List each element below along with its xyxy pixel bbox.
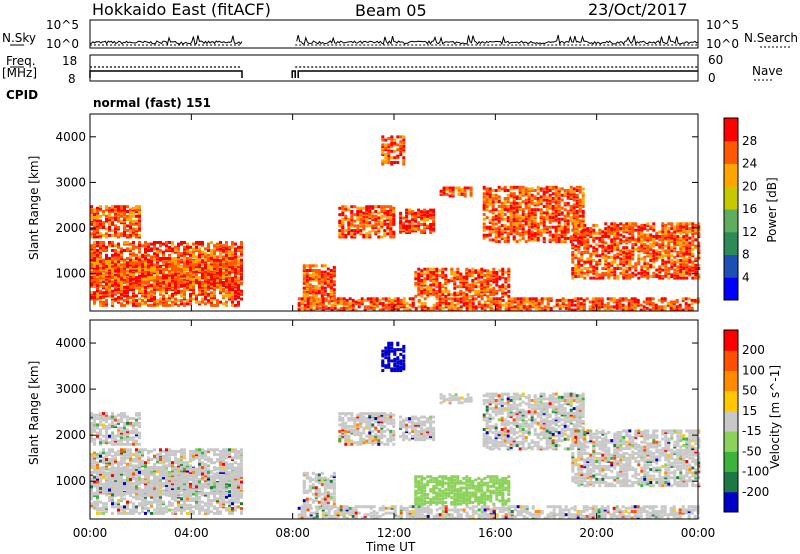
freq-label-2: [MHz] <box>2 66 38 80</box>
x-tick-label: 20:00 <box>579 526 614 540</box>
colorbar-segment <box>724 118 738 142</box>
colorbar-tick-label: -50 <box>742 444 762 458</box>
y-tick-label: 1000 <box>55 267 86 281</box>
y-tick-label: 3000 <box>55 382 86 396</box>
colorbar-tick-label: 15 <box>742 404 757 418</box>
colorbar-tick-label: 4 <box>742 270 750 284</box>
colorbar-segment <box>724 277 738 301</box>
y-tick-label: 2000 <box>55 428 86 442</box>
x-tick-label: 12:00 <box>377 526 412 540</box>
y-tick-label: 3000 <box>55 175 86 189</box>
colorbar-tick-label: 50 <box>742 384 757 398</box>
colorbar-segment <box>724 163 738 187</box>
colorbar-segment <box>724 254 738 278</box>
nsearch-tick-bottom: 10^0 <box>706 37 739 51</box>
colorbar-tick-label: 100 <box>742 363 765 377</box>
colorbar-segment <box>724 471 738 493</box>
freq-panel <box>89 54 699 82</box>
colorbar-segment <box>724 140 738 164</box>
colorbar-tick-label: -15 <box>742 424 762 438</box>
x-tick-label: 08:00 <box>275 526 310 540</box>
colorbar-tick-label: 8 <box>742 248 750 262</box>
colorbar-segment <box>724 390 738 412</box>
nave-label: Nave <box>752 64 783 78</box>
freq-label-1: Freq. <box>6 54 36 68</box>
colorbar-tick-label: 24 <box>742 157 757 171</box>
x-axis-label: Time UT <box>366 540 416 554</box>
nsky-series <box>89 34 699 46</box>
y-tick-label: 4000 <box>55 336 86 350</box>
colorbar-tick-label: 16 <box>742 202 757 216</box>
y-tick-label: 2000 <box>55 221 86 235</box>
nsky-tick-top: 10^5 <box>46 18 79 32</box>
colorbar-segment <box>724 350 738 371</box>
cpid-value: normal (fast) 151 <box>93 96 211 110</box>
colorbar-segment <box>724 410 738 432</box>
x-tick-label: 16:00 <box>478 526 513 540</box>
colorbar-tick-label: 28 <box>742 134 757 148</box>
freq-tick-top: 18 <box>62 54 78 68</box>
y-tick-label: 1000 <box>55 474 86 488</box>
colorbar-tick-label: -200 <box>742 485 769 499</box>
colorbar-segment <box>724 186 738 210</box>
colorbar-segment <box>724 491 738 513</box>
colorbar-tick-label: 200 <box>742 343 765 357</box>
colorbar-segment <box>724 431 738 452</box>
nave-tick-bottom: 0 <box>708 71 716 85</box>
nave-tick-top: 60 <box>708 53 724 67</box>
colorbar-segment <box>724 330 738 351</box>
velocity-heatmap <box>90 341 701 520</box>
colorbar-frame <box>723 117 739 301</box>
frequency-series <box>89 70 698 78</box>
nsky-tick-bottom: 10^0 <box>46 37 79 51</box>
colorbar-segment <box>724 451 738 473</box>
colorbar-frame <box>723 329 739 513</box>
colorbar-segment <box>724 370 738 392</box>
colorbar-tick-label: -100 <box>742 465 769 479</box>
x-tick-label: 04:00 <box>174 526 209 540</box>
x-tick-label: 00:00 <box>73 526 108 540</box>
power-heatmap <box>90 135 701 312</box>
nsearch-label: N.Search <box>744 31 799 45</box>
colorbar-segment <box>724 209 738 233</box>
nsky-label: N.Sky <box>2 31 37 45</box>
colorbar-segment <box>724 231 738 255</box>
chart-title: Hokkaido East (fitACF) <box>92 0 271 19</box>
date-label: 23/Oct/2017 <box>588 0 688 19</box>
freq-tick-bottom: 8 <box>68 72 76 86</box>
colorbar-tick-label: 12 <box>742 225 757 239</box>
beam-label: Beam 05 <box>355 1 427 20</box>
nsearch-tick-top: 10^5 <box>706 18 739 32</box>
x-tick-label: 00:00 <box>681 526 716 540</box>
y-tick-label: 4000 <box>55 130 86 144</box>
cpid-label: CPID <box>6 88 39 102</box>
colorbar-tick-label: 20 <box>742 179 757 193</box>
nsky-panel <box>89 19 699 49</box>
